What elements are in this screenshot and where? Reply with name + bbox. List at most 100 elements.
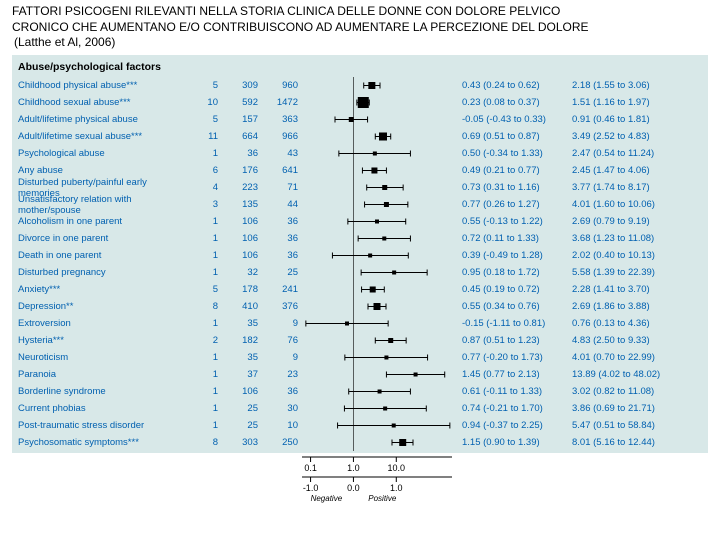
- col-cases: 157: [218, 114, 258, 125]
- col-studies: 1: [190, 420, 218, 431]
- ci-or: 5.58 (1.39 to 22.39): [572, 267, 682, 278]
- col-cases: 25: [218, 420, 258, 431]
- col-cases: 176: [218, 165, 258, 176]
- forest-cell: [302, 264, 452, 281]
- forest-cell: [302, 111, 452, 128]
- factor-label: Post-traumatic stress disorder: [18, 420, 190, 431]
- ci-smd: 0.77 (-0.20 to 1.73): [456, 352, 572, 363]
- factor-label: Death in one parent: [18, 250, 190, 261]
- ci-or: 0.76 (0.13 to 4.36): [572, 318, 682, 329]
- col-cases: 135: [218, 199, 258, 210]
- col-cases: 178: [218, 284, 258, 295]
- forest-cell: [302, 417, 452, 434]
- table-row: Paranoia137231.45 (0.77 to 2.13)13.89 (4…: [18, 366, 702, 383]
- ci-smd: 0.39 (-0.49 to 1.28): [456, 250, 572, 261]
- col-cases: 592: [218, 97, 258, 108]
- forest-rows: Childhood physical abuse***53099600.43 (…: [18, 77, 702, 451]
- forest-cell: [302, 94, 452, 111]
- col-studies: 11: [190, 131, 218, 142]
- forest-cell: [302, 315, 452, 332]
- ci-or: 2.18 (1.55 to 3.06): [572, 80, 682, 91]
- ci-or: 3.68 (1.23 to 11.08): [572, 233, 682, 244]
- ci-or: 3.86 (0.69 to 21.71): [572, 403, 682, 414]
- ci-or: 1.51 (1.16 to 1.97): [572, 97, 682, 108]
- col-controls: 363: [258, 114, 298, 125]
- table-row: Extroversion1359-0.15 (-1.11 to 0.81)0.7…: [18, 315, 702, 332]
- col-studies: 1: [190, 386, 218, 397]
- table-row: Anxiety***51782410.45 (0.19 to 0.72)2.28…: [18, 281, 702, 298]
- svg-text:1.0: 1.0: [347, 463, 360, 473]
- axis-area: 0.11.010.0OR-1.00.01.0SMDNegativePositiv…: [12, 455, 708, 505]
- ci-smd: 0.50 (-0.34 to 1.33): [456, 148, 572, 159]
- svg-text:Negative: Negative: [311, 494, 343, 503]
- col-controls: 966: [258, 131, 298, 142]
- ci-or: 2.45 (1.47 to 4.06): [572, 165, 682, 176]
- forest-cell: [302, 128, 452, 145]
- ci-smd: 1.15 (0.90 to 1.39): [456, 437, 572, 448]
- factor-label: Paranoia: [18, 369, 190, 380]
- col-cases: 32: [218, 267, 258, 278]
- forest-cell: [302, 247, 452, 264]
- factor-label: Neuroticism: [18, 352, 190, 363]
- svg-text:SMD: SMD: [298, 478, 299, 488]
- factor-label: Current phobias: [18, 403, 190, 414]
- table-row: Disturbed pregnancy132250.95 (0.18 to 1.…: [18, 264, 702, 281]
- svg-text:0.0: 0.0: [347, 483, 360, 493]
- factor-label: Depression**: [18, 301, 190, 312]
- table-row: Childhood sexual abuse***1059214720.23 (…: [18, 94, 702, 111]
- factor-label: Borderline syndrome: [18, 386, 190, 397]
- col-controls: 9: [258, 318, 298, 329]
- ci-or: 0.91 (0.46 to 1.81): [572, 114, 682, 125]
- col-cases: 303: [218, 437, 258, 448]
- col-studies: 8: [190, 437, 218, 448]
- table-row: Adult/lifetime physical abuse5157363-0.0…: [18, 111, 702, 128]
- ci-smd: 0.55 (0.34 to 0.76): [456, 301, 572, 312]
- ci-smd: 0.87 (0.51 to 1.23): [456, 335, 572, 346]
- title-line-2: CRONICO CHE AUMENTANO E/O CONTRIBUISCONO…: [12, 20, 589, 34]
- col-cases: 37: [218, 369, 258, 380]
- col-controls: 960: [258, 80, 298, 91]
- col-studies: 5: [190, 80, 218, 91]
- col-controls: 36: [258, 250, 298, 261]
- ci-or: 3.77 (1.74 to 8.17): [572, 182, 682, 193]
- col-studies: 5: [190, 284, 218, 295]
- factor-label: Childhood physical abuse***: [18, 80, 190, 91]
- ci-or: 3.02 (0.82 to 11.08): [572, 386, 682, 397]
- forest-cell: [302, 162, 452, 179]
- ci-smd: 0.74 (-0.21 to 1.70): [456, 403, 572, 414]
- col-studies: 10: [190, 97, 218, 108]
- col-controls: 25: [258, 267, 298, 278]
- table-row: Adult/lifetime sexual abuse***116649660.…: [18, 128, 702, 145]
- table-row: Post-traumatic stress disorder125100.94 …: [18, 417, 702, 434]
- col-studies: 1: [190, 148, 218, 159]
- factor-label: Adult/lifetime physical abuse: [18, 114, 190, 125]
- ci-or: 4.83 (2.50 to 9.33): [572, 335, 682, 346]
- ci-smd: 0.73 (0.31 to 1.16): [456, 182, 572, 193]
- col-controls: 36: [258, 233, 298, 244]
- forest-cell: [302, 77, 452, 94]
- forest-cell: [302, 434, 452, 451]
- col-controls: 10: [258, 420, 298, 431]
- ci-or: 2.69 (0.79 to 9.19): [572, 216, 682, 227]
- ci-or: 3.49 (2.52 to 4.83): [572, 131, 682, 142]
- table-row: Alcoholism in one parent1106360.55 (-0.1…: [18, 213, 702, 230]
- col-cases: 106: [218, 216, 258, 227]
- col-controls: 43: [258, 148, 298, 159]
- factor-label: Unsatisfactory relation with mother/spou…: [18, 194, 190, 216]
- forest-cell: [302, 281, 452, 298]
- ci-or: 2.69 (1.86 to 3.88): [572, 301, 682, 312]
- table-row: Unsatisfactory relation with mother/spou…: [18, 196, 702, 213]
- table-row: Death in one parent1106360.39 (-0.49 to …: [18, 247, 702, 264]
- svg-text:0.1: 0.1: [304, 463, 317, 473]
- forest-cell: [302, 230, 452, 247]
- ci-smd: -0.05 (-0.43 to 0.33): [456, 114, 572, 125]
- col-studies: 1: [190, 352, 218, 363]
- col-controls: 250: [258, 437, 298, 448]
- col-controls: 36: [258, 386, 298, 397]
- ci-or: 4.01 (0.70 to 22.99): [572, 352, 682, 363]
- ci-or: 2.47 (0.54 to 11.24): [572, 148, 682, 159]
- col-studies: 6: [190, 165, 218, 176]
- forest-cell: [302, 366, 452, 383]
- section-header: Abuse/psychological factors: [18, 59, 702, 77]
- ci-smd: 0.55 (-0.13 to 1.22): [456, 216, 572, 227]
